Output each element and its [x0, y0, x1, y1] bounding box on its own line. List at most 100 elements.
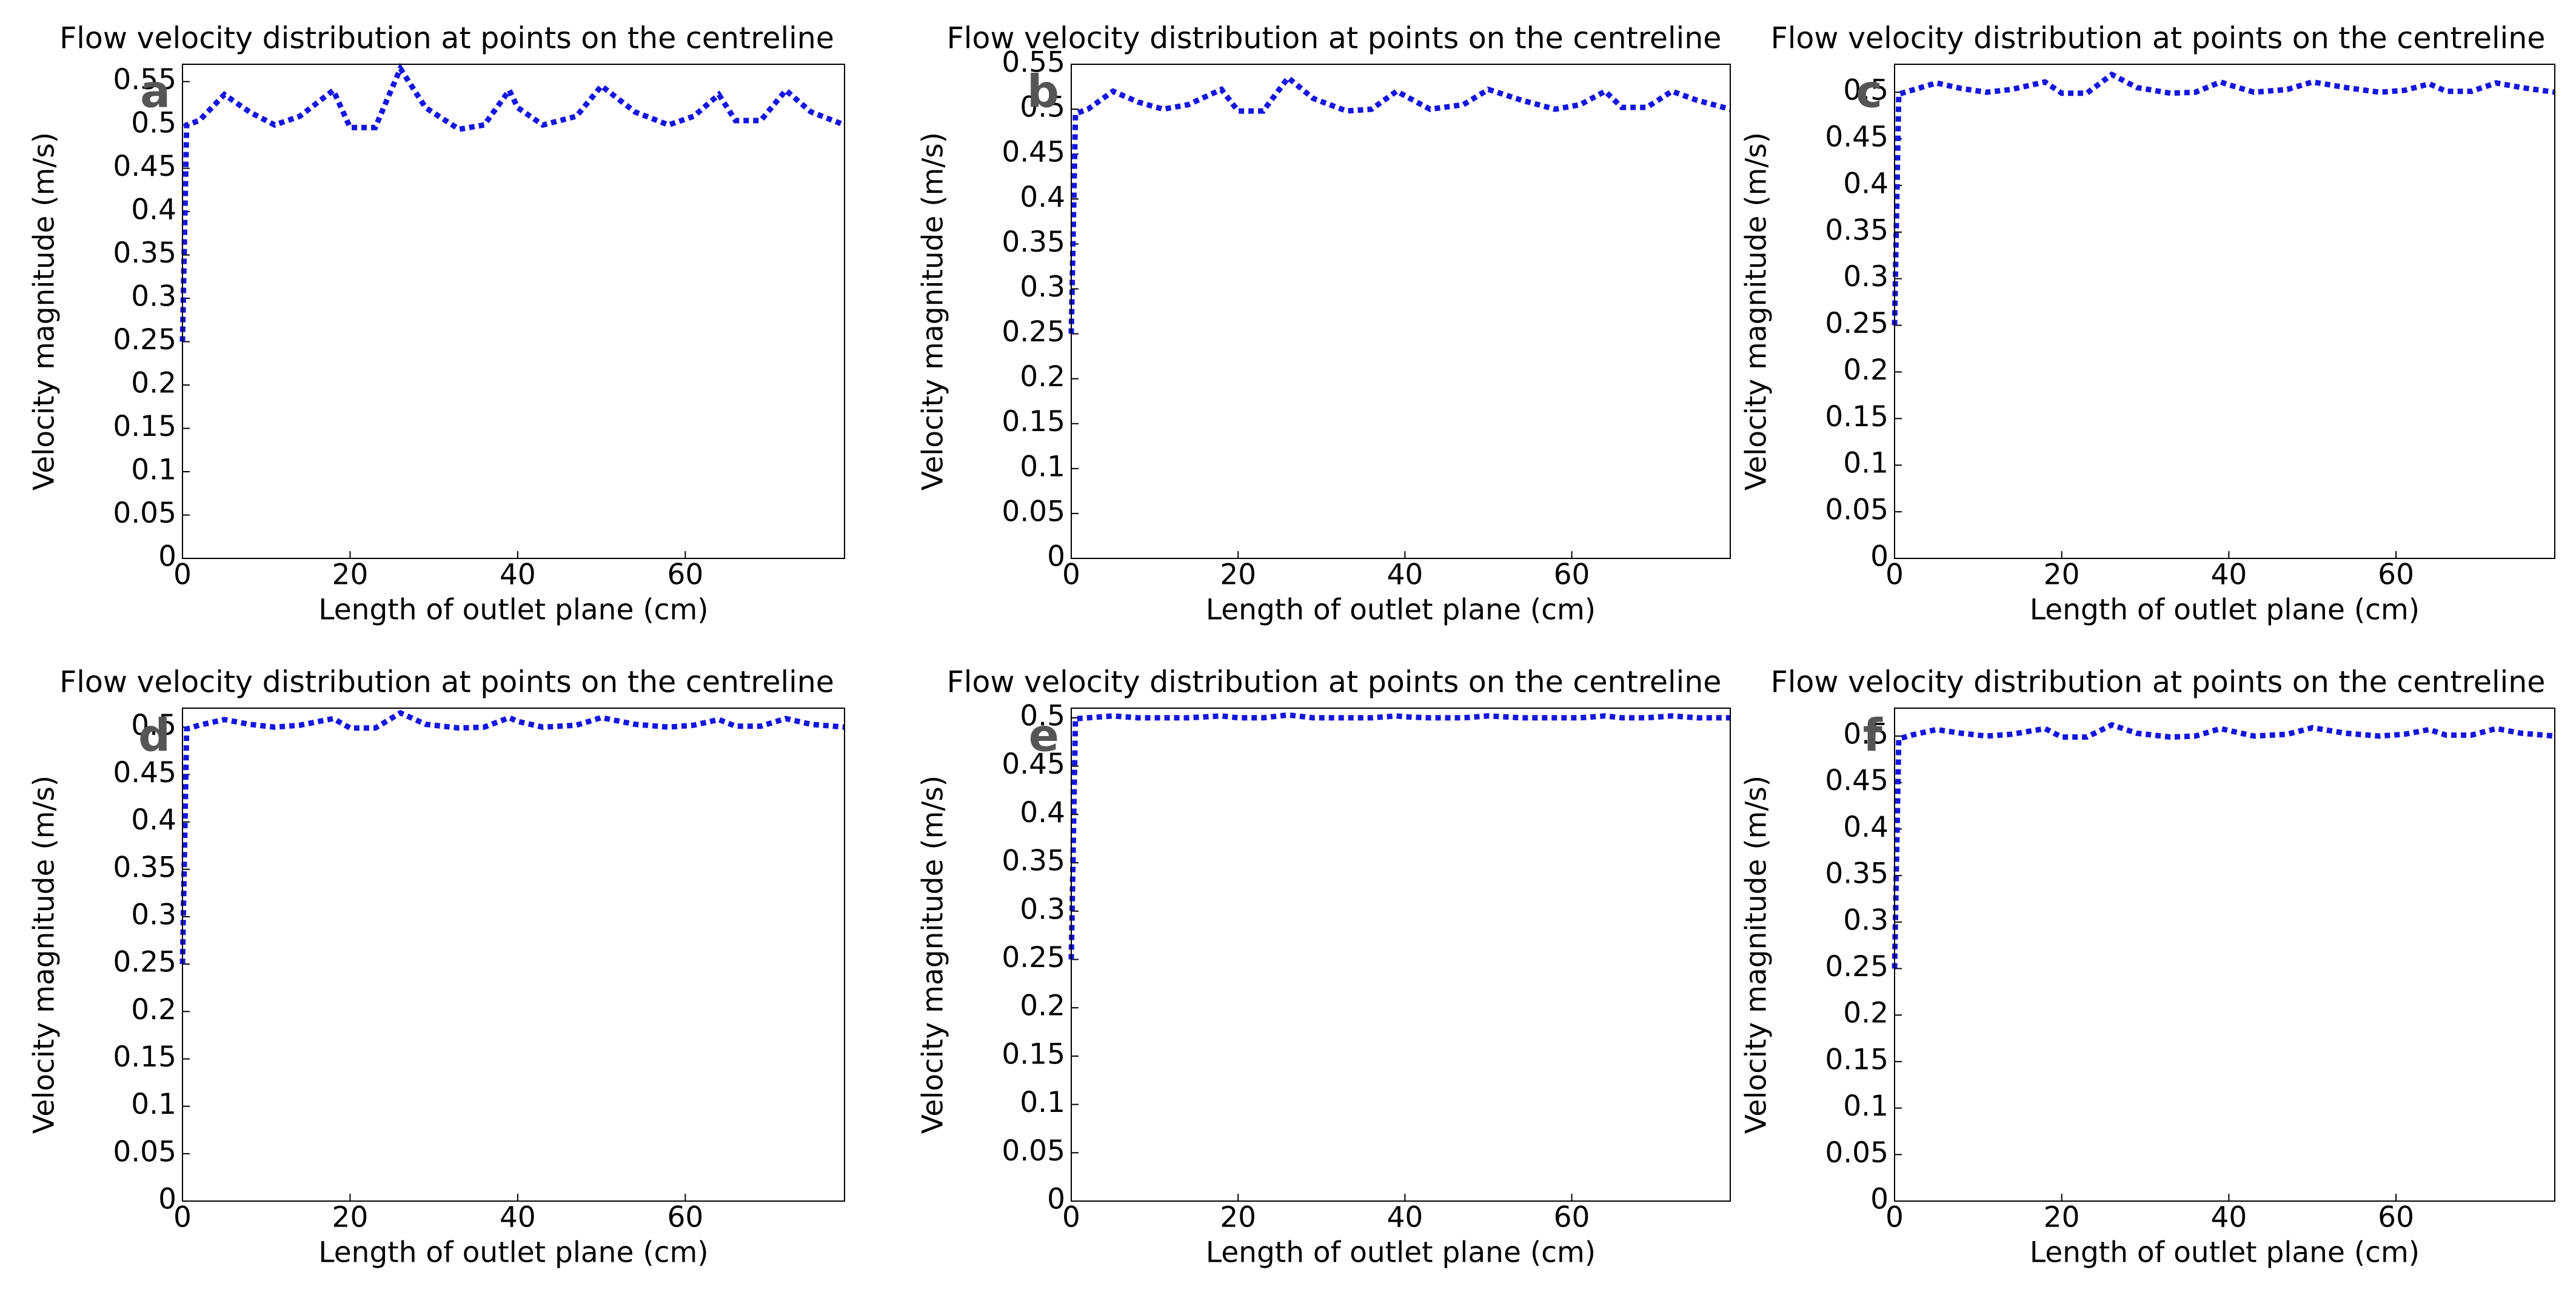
panel: Flow velocity distribution at points on …: [28, 665, 845, 1270]
y-tick-label: 0.2: [131, 993, 176, 1026]
x-tick-label: 20: [332, 1201, 369, 1234]
x-tick-label: 0: [1062, 1201, 1080, 1234]
x-tick-label: 40: [500, 558, 536, 592]
y-tick-label: 0.35: [1825, 857, 1889, 891]
y-tick-label: 0.25: [1002, 941, 1065, 974]
plot-frame: [182, 64, 845, 559]
y-tick-label: 0.3: [1843, 903, 1889, 937]
x-tick-label: 0: [1062, 558, 1080, 592]
y-tick-label: 0.5: [1843, 718, 1889, 751]
y-axis-label: Velocity magnitude (m/s): [28, 775, 61, 1134]
y-tick-label: 0.4: [131, 803, 176, 837]
y-tick-label: 0.25: [1825, 950, 1889, 983]
panel: Flow velocity distribution at points on …: [1740, 665, 2555, 1270]
y-tick-label: 0.3: [131, 898, 176, 931]
x-tick-label: 20: [332, 558, 369, 592]
x-tick-label: 20: [1220, 558, 1256, 592]
x-tick-label: 60: [667, 558, 703, 592]
plot-frame: [1071, 64, 1731, 559]
y-tick-label: 0.35: [113, 236, 176, 270]
y-axis-label: Velocity magnitude (m/s): [1740, 132, 1773, 490]
y-tick-label: 0.2: [1843, 997, 1889, 1030]
x-tick-label: 0: [1885, 558, 1904, 592]
x-axis-label: Length of outlet plane (cm): [1206, 594, 1596, 627]
plot-frame: [1894, 64, 2555, 559]
y-tick-label: 0.15: [1002, 1037, 1065, 1071]
y-tick-label: 0.45: [113, 150, 176, 183]
y-tick-label: 0.25: [113, 323, 176, 357]
x-tick-label: 40: [2210, 558, 2247, 592]
x-tick-label: 40: [2210, 1201, 2247, 1234]
velocity-line: [179, 62, 846, 342]
x-tick-label: 20: [2044, 1201, 2080, 1234]
y-tick-label: 0.35: [1002, 226, 1065, 259]
y-tick-label: 0.1: [1843, 1090, 1889, 1123]
y-tick-label: 0.2: [1843, 353, 1889, 387]
y-tick-label: 0.4: [1020, 796, 1065, 829]
y-tick-label: 0.3: [1843, 260, 1889, 293]
y-tick-label: 0.45: [1002, 748, 1065, 781]
y-tick-label: 0.15: [1002, 405, 1065, 438]
panel-letter: f: [1863, 710, 1883, 762]
y-tick-label: 0.4: [1843, 811, 1889, 844]
y-tick-label: 0.3: [1020, 892, 1065, 926]
velocity-line: [179, 709, 845, 965]
panel-letter: a: [140, 66, 170, 118]
y-tick-label: 0.2: [131, 367, 176, 400]
x-tick-label: 20: [1220, 1201, 1256, 1234]
y-tick-label: 0.25: [1825, 307, 1889, 340]
y-tick-label: 0.45: [1002, 136, 1065, 169]
y-tick-label: 0.45: [1825, 764, 1889, 797]
x-axis-label: Length of outlet plane (cm): [318, 594, 708, 627]
velocity-line: [1892, 71, 2555, 326]
x-tick-label: 40: [500, 1201, 536, 1234]
x-tick-label: 60: [1554, 558, 1590, 592]
chart-title: Flow velocity distribution at points on …: [947, 21, 1722, 56]
x-tick-label: 60: [1554, 1201, 1590, 1234]
y-axis-label: Velocity magnitude (m/s): [1740, 775, 1773, 1134]
y-tick-label: 0: [1047, 1183, 1065, 1216]
panel: Flow velocity distribution at points on …: [917, 665, 1731, 1270]
x-axis-label: Length of outlet plane (cm): [2030, 594, 2420, 627]
y-tick-label: 0.15: [1825, 400, 1889, 434]
panel-letter: c: [1856, 66, 1882, 118]
y-tick-label: 0.05: [1002, 495, 1065, 528]
chart-title: Flow velocity distribution at points on …: [59, 665, 834, 700]
y-axis-label: Velocity magnitude (m/s): [917, 775, 950, 1134]
y-axis-label: Velocity magnitude (m/s): [28, 132, 61, 490]
x-axis-label: Length of outlet plane (cm): [2030, 1236, 2420, 1270]
y-tick-label: 0.3: [1020, 270, 1065, 304]
velocity-line: [1892, 722, 2555, 969]
y-tick-label: 0: [158, 1183, 176, 1216]
y-tick-label: 0.4: [1020, 181, 1065, 214]
x-axis-label: Length of outlet plane (cm): [1206, 1236, 1596, 1270]
y-tick-label: 0.35: [1002, 845, 1065, 878]
chart-title: Flow velocity distribution at points on …: [1771, 665, 2546, 700]
y-tick-label: 0.5: [1020, 699, 1065, 732]
x-tick-label: 0: [173, 558, 192, 592]
chart-title: Flow velocity distribution at points on …: [59, 21, 834, 56]
y-axis-label: Velocity magnitude (m/s): [917, 132, 950, 490]
y-tick-label: 0.45: [113, 756, 176, 789]
chart-title: Flow velocity distribution at points on …: [947, 665, 1722, 700]
x-tick-label: 60: [2378, 558, 2414, 592]
y-tick-label: 0.5: [1843, 74, 1889, 107]
y-tick-label: 0.1: [1020, 450, 1065, 483]
plot-frame: [182, 708, 845, 1202]
x-tick-label: 0: [1885, 1201, 1904, 1234]
y-tick-label: 0.1: [131, 1088, 176, 1121]
y-tick-label: 0: [1047, 540, 1065, 574]
y-tick-label: 0.1: [1843, 447, 1889, 480]
plot-frame: [1894, 708, 2555, 1202]
y-tick-label: 0.55: [1002, 46, 1065, 79]
y-tick-label: 0.15: [113, 410, 176, 443]
x-tick-label: 40: [1387, 1201, 1423, 1234]
y-tick-label: 0: [158, 540, 176, 574]
panel: Flow velocity distribution at points on …: [917, 21, 1731, 627]
y-tick-label: 0.3: [131, 280, 176, 313]
x-tick-label: 0: [173, 1201, 192, 1234]
chart-title: Flow velocity distribution at points on …: [1771, 21, 2546, 56]
y-tick-label: 0.2: [1020, 989, 1065, 1023]
